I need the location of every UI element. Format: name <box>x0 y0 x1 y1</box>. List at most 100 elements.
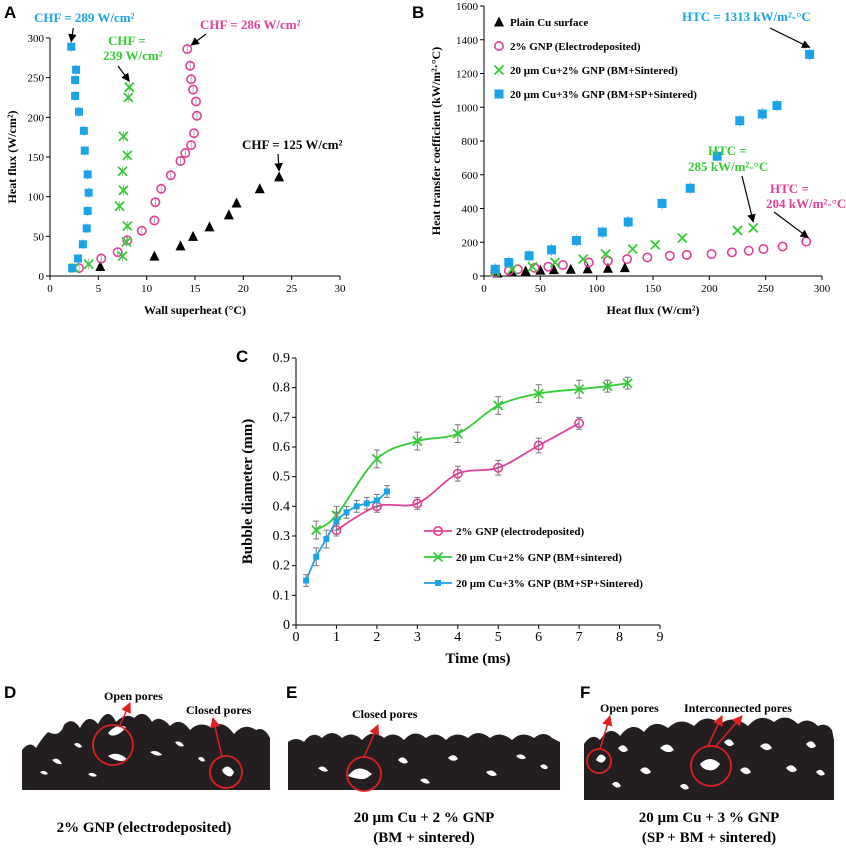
pore-d <box>74 743 82 748</box>
data-point <box>677 232 688 244</box>
pointer-arrow <box>599 714 613 750</box>
legend-marker <box>494 89 504 99</box>
porous-layer-f <box>584 717 834 800</box>
legend-marker <box>494 16 504 27</box>
annotation-chf-pink: CHF = 286 W/cm² <box>200 17 301 32</box>
annotation-chf-blue: CHF = 289 W/cm² <box>34 10 135 25</box>
legend-label: 2% GNP (electrodeposited) <box>456 526 584 538</box>
y-tick-label: 0.6 <box>273 440 291 455</box>
x-tick-label: 150 <box>645 283 662 295</box>
data-point <box>68 264 77 273</box>
y-tick-label: 0.5 <box>273 470 291 485</box>
data-point <box>452 468 463 479</box>
data-point <box>149 215 160 226</box>
y-tick-label: 0.4 <box>273 499 291 514</box>
pore-e <box>318 766 328 772</box>
pore-f <box>724 739 734 747</box>
data-point <box>114 201 125 212</box>
schematic-d: Open pores Closed pores 2% GNP (electrod… <box>22 689 270 836</box>
data-point <box>412 498 423 509</box>
data-point <box>122 150 133 161</box>
data-point <box>323 535 330 542</box>
pore-f <box>700 759 720 771</box>
legend-marker <box>432 551 444 563</box>
y-tick-label: 250 <box>28 73 45 85</box>
highlight-circle <box>586 748 612 774</box>
data-point <box>801 236 812 247</box>
x-tick-label: 2 <box>373 630 380 645</box>
data-point <box>524 251 534 261</box>
data-point <box>123 92 134 103</box>
caption-d: 2% GNP (electrodeposited) <box>57 820 232 836</box>
y-tick-label: 1600 <box>456 1 479 13</box>
data-point <box>84 188 93 197</box>
data-point <box>412 435 423 447</box>
data-point <box>622 254 633 265</box>
pore-f <box>618 745 628 753</box>
data-point <box>189 128 200 139</box>
y-tick-label: 0 <box>473 271 479 283</box>
data-point <box>565 263 576 274</box>
annotation-arrow <box>741 175 756 223</box>
legend-label: 20 µm Cu+2% GNP (BM+Sintered) <box>510 65 678 77</box>
label-open-pores-d: Open pores <box>104 689 163 703</box>
pore-f <box>740 767 751 775</box>
label-closed-pores-e: Closed pores <box>352 707 418 721</box>
data-point <box>78 240 87 249</box>
pointer-arrow <box>715 715 743 747</box>
x-tick-label: 7 <box>576 630 583 645</box>
data-point <box>122 235 133 246</box>
schematic-e: Closed pores 20 µm Cu + 2 % GNP (BM + si… <box>288 707 560 846</box>
data-point <box>493 400 504 411</box>
data-point <box>520 265 531 276</box>
x-axis-label: Time (ms) <box>445 651 510 667</box>
data-point <box>333 518 340 525</box>
legend-marker <box>435 580 441 586</box>
y-tick-label: 50 <box>33 231 45 243</box>
pore-d <box>88 772 97 777</box>
x-tick-label: 9 <box>657 630 664 645</box>
data-point <box>547 245 557 255</box>
pore-d <box>52 758 62 765</box>
data-point <box>165 170 176 181</box>
pore-f <box>680 783 689 790</box>
schematic-f: Open pores Interconnected pores 20 µm Cu… <box>584 701 834 846</box>
pore-f <box>596 754 606 763</box>
data-point <box>118 185 129 196</box>
y-tick-label: 600 <box>462 170 479 182</box>
data-point <box>67 42 76 51</box>
data-point <box>75 107 83 116</box>
data-point <box>96 253 107 264</box>
data-point <box>175 155 186 166</box>
data-point <box>343 509 350 516</box>
porous-layer-d <box>22 713 270 790</box>
series-line <box>315 382 628 531</box>
data-point <box>313 553 320 560</box>
data-point <box>574 418 585 429</box>
legend-label: 20 µm Cu+3% GNP (BM+SP+Sintered) <box>510 89 697 101</box>
pore-d <box>175 741 184 747</box>
pore-e <box>398 757 408 764</box>
y-tick-label: 150 <box>28 152 45 164</box>
data-point <box>223 209 234 220</box>
panel-letter-b: B <box>412 3 424 22</box>
data-point <box>384 488 390 495</box>
y-tick-label: 400 <box>462 204 479 216</box>
data-point <box>74 254 83 263</box>
data-point <box>353 503 360 510</box>
annotation-chf-green-1: CHF = <box>108 33 146 48</box>
data-point <box>712 151 722 161</box>
data-point <box>186 140 197 151</box>
data-point <box>79 126 88 135</box>
data-point <box>512 264 523 275</box>
annotation-arrow <box>773 211 809 239</box>
x-tick-label: 5 <box>96 283 102 295</box>
data-point <box>597 227 607 237</box>
caption-f-line1: 20 µm Cu + 3 % GNP <box>639 810 780 826</box>
annotation-htc-pink-1: HTC = <box>770 181 809 196</box>
pore-d <box>198 757 205 762</box>
data-point <box>533 388 544 399</box>
y-tick-label: 0.7 <box>273 410 291 425</box>
x-tick-label: 25 <box>286 283 298 295</box>
